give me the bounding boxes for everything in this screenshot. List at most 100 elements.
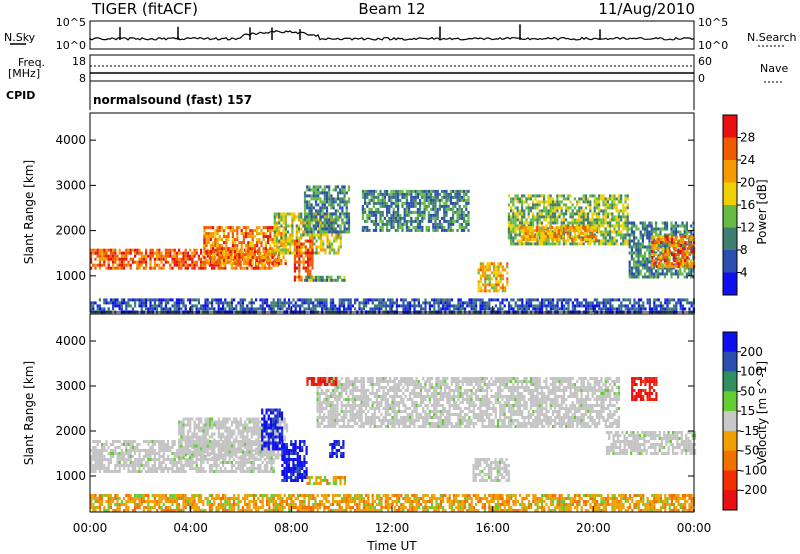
power-band-3	[293, 239, 314, 282]
power-colorbar-label: Power [dB]	[755, 179, 769, 244]
cpid-label: CPID	[6, 89, 35, 102]
time-tick-label-2: 08:00	[274, 521, 309, 535]
power-ytick-label-1: 2000	[55, 224, 86, 238]
velocity-y-axis: 1000 2000 3000 4000	[55, 334, 694, 483]
velocity-colorbar-tick-2: 50	[740, 384, 755, 398]
time-tick-label-5: 20:00	[576, 521, 611, 535]
velocity-colorbar-tick-6: -100	[740, 463, 767, 477]
power-colorbar-tick-4: 20	[740, 176, 755, 190]
velocity-colorbar-tick-7: -200	[740, 483, 767, 497]
power-band-11	[651, 235, 696, 269]
nsearch-tick-top: 10^5	[698, 16, 728, 29]
power-band-6	[361, 189, 470, 232]
velocity-ytick-label-1: 2000	[55, 424, 86, 438]
velocity-x-axis: 00:00 04:00 08:00 12:00 16:00 20:00 00:00	[73, 506, 711, 535]
time-tick-label-1: 04:00	[173, 521, 208, 535]
velocity-colorbar-color-6	[723, 450, 737, 471]
velocity-ytick-label-2: 3000	[55, 379, 86, 393]
nave-label: Nave	[760, 62, 788, 75]
nsky-tick-top: 10^5	[56, 16, 86, 29]
power-colorbar-color-3	[723, 182, 737, 206]
power-colorbar-tick-1: 8	[740, 243, 748, 257]
power-colorbar-color-2	[723, 160, 737, 183]
velocity-colorbar-color-2	[723, 371, 737, 392]
radar-title: TIGER (fitACF)	[91, 0, 198, 18]
power-x-ticks	[89, 306, 695, 312]
freq-unit-label: [MHz]	[8, 67, 40, 80]
power-ytick-label-0: 1000	[55, 269, 86, 283]
velocity-colorbar-tick-0: 200	[740, 345, 763, 359]
freq-tick-bottom: 8	[79, 72, 86, 85]
velocity-band-1	[178, 417, 289, 460]
power-colorbar-color-5	[723, 227, 737, 251]
velocity-y-axis-label: Slant Range [km]	[22, 361, 36, 465]
power-ytick-label-3: 4000	[55, 133, 86, 147]
velocity-band-9	[306, 377, 338, 386]
velocity-colorbar: 200 100 50 15 -15 -50 -100 -200	[722, 331, 767, 511]
power-colorbar-tick-0: 4	[740, 266, 748, 280]
velocity-colorbar-color-7	[723, 470, 737, 491]
freq-tick-top: 18	[72, 55, 86, 68]
power-y-axis: 1000 2000 3000 4000	[55, 133, 694, 283]
velocity-colorbar-color-3	[723, 391, 737, 412]
velocity-colorbar-label: Velocity [m s^-1]	[755, 361, 769, 465]
time-tick-label-0: 00:00	[73, 521, 108, 535]
nsearch-label: N.Search	[747, 31, 797, 44]
velocity-band-4	[306, 476, 346, 485]
nave-tick-top: 60	[698, 55, 712, 68]
time-tick-label-4: 16:00	[475, 521, 510, 535]
nsky-trace	[89, 24, 695, 41]
nsky-label: N.Sky	[4, 31, 36, 44]
beam-label: Beam 12	[358, 0, 425, 18]
power-band-10	[628, 221, 695, 279]
velocity-band-8	[605, 431, 697, 455]
power-colorbar-color-4	[723, 205, 737, 228]
date-label: 11/Aug/2010	[598, 0, 695, 18]
velocity-band-2	[261, 408, 284, 451]
freq-label: Freq.	[18, 56, 45, 69]
cpid-mode-text: normalsound (fast) 157	[93, 93, 252, 107]
power-colorbar-color-1	[723, 137, 737, 161]
velocity-band-10	[631, 377, 658, 401]
power-colorbar: 4 8 12 16 20 24 28	[722, 114, 755, 296]
power-colorbar-color-0	[723, 115, 737, 138]
power-band-1	[203, 226, 287, 266]
power-plot	[90, 185, 696, 314]
velocity-colorbar-color-1	[723, 351, 737, 372]
nave-tick-bottom: 0	[698, 72, 705, 85]
power-colorbar-tick-3: 16	[740, 198, 755, 212]
velocity-colorbar-tick-1: 100	[740, 365, 763, 379]
power-colorbar-tick-6: 28	[740, 131, 755, 145]
power-band-4	[303, 275, 346, 282]
power-colorbar-color-7	[723, 272, 737, 296]
power-band-5	[303, 185, 351, 234]
velocity-colorbar-color-5	[723, 430, 737, 451]
power-colorbar-tick-2: 12	[740, 221, 755, 235]
velocity-band-6	[316, 377, 621, 428]
nsky-tick-bottom: 10^0	[56, 39, 86, 52]
time-axis-label: Time UT	[366, 539, 417, 553]
velocity-plot	[90, 377, 697, 512]
velocity-colorbar-color-0	[723, 332, 737, 353]
power-band-7	[477, 262, 509, 293]
velocity-band-7	[472, 458, 510, 482]
velocity-colorbar-color-8	[723, 490, 737, 511]
power-colorbar-tick-5: 24	[740, 153, 755, 167]
freq-panel-frame	[89, 54, 695, 82]
power-y-axis-label: Slant Range [km]	[22, 160, 36, 264]
velocity-ytick-label-3: 4000	[55, 334, 86, 348]
power-colorbar-color-6	[723, 250, 737, 273]
velocity-colorbar-tick-3: 15	[740, 404, 755, 418]
velocity-band-11	[90, 494, 695, 512]
velocity-colorbar-tick-4: -15	[740, 424, 760, 438]
velocity-band-5	[329, 440, 345, 458]
velocity-colorbar-color-4	[723, 411, 737, 432]
power-band-9	[520, 226, 598, 242]
time-tick-label-3: 12:00	[375, 521, 410, 535]
nsearch-tick-bottom: 10^0	[698, 39, 728, 52]
velocity-band-3	[281, 440, 308, 482]
velocity-ytick-label-0: 1000	[55, 469, 86, 483]
power-ytick-label-2: 3000	[55, 178, 86, 192]
nsky-panel-frame	[89, 20, 695, 50]
